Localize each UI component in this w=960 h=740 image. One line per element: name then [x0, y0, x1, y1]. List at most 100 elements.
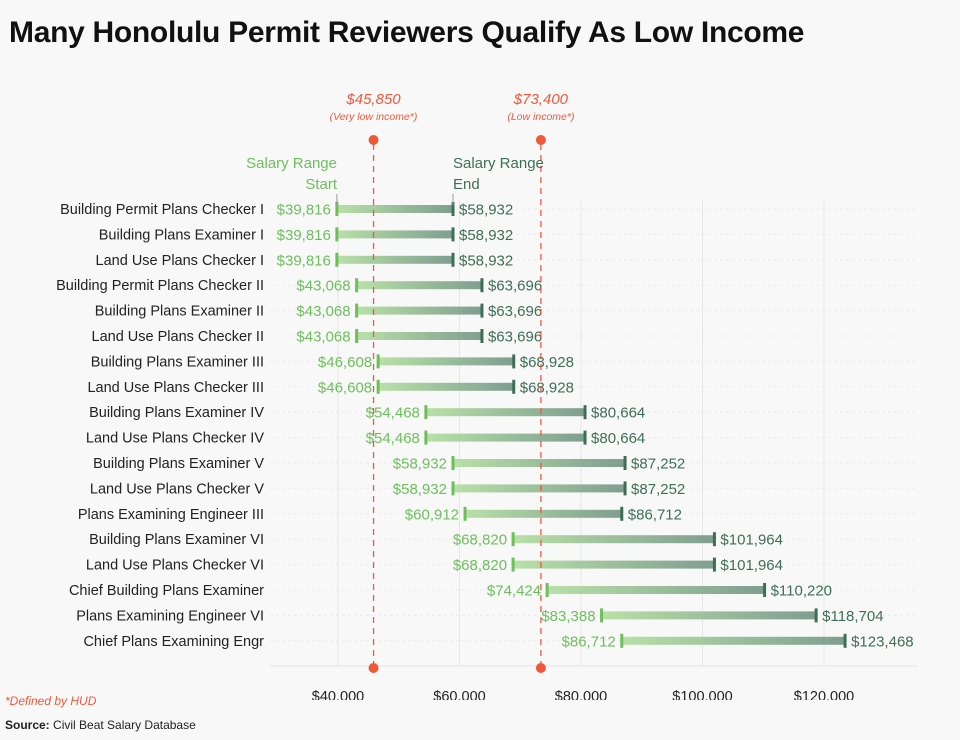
end-tick: [480, 329, 484, 343]
start-value: $39,816: [277, 227, 331, 244]
start-tick: [463, 506, 467, 521]
end-value: $58,932: [459, 252, 513, 269]
end-tick: [451, 252, 455, 267]
chart-row: Building Plans Examiner I $39,816 $58,932: [99, 227, 513, 244]
dumbbell-chart: Building Permit Plans Checker I $39,816 $5…: [56, 91, 918, 700]
end-value: $80,664: [591, 430, 645, 447]
row-label: Building Plans Examiner I: [99, 227, 264, 243]
chart-row: Building Permit Plans Checker II $43,068 $…: [56, 278, 542, 295]
end-value: $101,964: [720, 532, 783, 549]
threshold-value: $45,850: [345, 91, 401, 108]
end-tick: [623, 456, 627, 470]
end-tick: [623, 481, 627, 496]
end-value: $63,696: [488, 303, 542, 320]
end-tick: [512, 354, 516, 369]
start-tick: [511, 532, 515, 547]
start-value: $43,068: [296, 303, 350, 320]
end-tick: [763, 583, 767, 597]
start-tick: [355, 278, 359, 293]
end-value: $110,220: [771, 583, 832, 600]
range-bar: [356, 281, 482, 290]
chart-row: Plans Examining Engineer VI $83,388 $118,7…: [76, 608, 883, 625]
end-value: $68,928: [520, 354, 574, 371]
end-value: $123,468: [851, 633, 914, 650]
x-tick-label: $60,000: [433, 689, 485, 700]
chart-row: Land Use Plans Checker V $58,932 $87,252: [90, 481, 685, 498]
chart-row: Building Plans Examiner II $43,068 $63,696: [95, 303, 542, 320]
end-tick: [712, 532, 716, 547]
start-value: $43,068: [296, 278, 350, 295]
start-tick: [511, 557, 515, 572]
threshold-value: $73,400: [513, 91, 569, 108]
chart-row: Chief Building Plans Examiner $74,424 $110…: [69, 583, 832, 600]
row-label: Land Use Plans Checker II: [92, 329, 264, 345]
end-tick: [620, 506, 624, 521]
range-bar: [336, 230, 454, 239]
chart-row: Plans Examining Engineer III $60,912 $86,7…: [78, 506, 682, 523]
end-value: $80,664: [591, 405, 645, 422]
start-value: $60,912: [405, 506, 459, 523]
x-tick-label: $100,000: [672, 689, 732, 700]
threshold-marker-bottom: [535, 663, 546, 673]
start-value: $39,816: [277, 202, 331, 219]
range-bar: [425, 433, 586, 442]
range-bar: [378, 357, 514, 366]
start-tick: [424, 430, 428, 445]
threshold-sublabel: (Very low income*): [330, 111, 418, 123]
range-bar: [621, 636, 846, 645]
threshold-marker-top: [368, 135, 379, 145]
chart-row: Land Use Plans Checker IV $54,468 $80,664: [86, 430, 645, 447]
end-value: $87,252: [631, 481, 685, 498]
range-bar: [601, 611, 817, 620]
chart-row: Building Plans Examiner V $58,932 $87,252: [93, 456, 685, 473]
end-tick: [583, 405, 587, 420]
row-label: Building Plans Examiner III: [91, 354, 264, 370]
start-value: $83,388: [541, 608, 595, 625]
threshold-marker-bottom: [368, 663, 379, 673]
row-label: Building Plans Examiner V: [93, 456, 264, 472]
end-tick: [480, 303, 484, 318]
start-tick: [620, 633, 624, 648]
end-tick: [480, 278, 484, 293]
range-bar: [356, 306, 482, 315]
start-value: $68,820: [453, 532, 507, 549]
row-label: Building Permit Plans Checker II: [56, 278, 264, 294]
range-bar: [453, 459, 626, 467]
range-bar: [378, 382, 514, 391]
end-value: $58,932: [459, 227, 513, 244]
chart-row: Building Permit Plans Checker I $39,816 $5…: [60, 202, 513, 219]
threshold-sublabel: (Low income*): [507, 111, 574, 123]
chart-legend: Salary Range Start Salary Range End: [246, 155, 544, 205]
chart-row: Land Use Plans Checker III $46,608 $68,928: [87, 379, 573, 396]
start-value: $39,816: [277, 252, 331, 269]
start-value: $43,068: [296, 329, 350, 346]
end-tick: [512, 379, 516, 394]
end-tick: [451, 227, 455, 242]
end-tick: [843, 633, 847, 648]
chart-row: Chief Plans Examining Engr $86,712 $123,46…: [83, 633, 913, 650]
end-value: $118,704: [822, 608, 883, 625]
end-tick: [814, 608, 818, 623]
chart-row: Land Use Plans Checker VI $68,820 $101,964: [86, 557, 783, 574]
row-label: Chief Building Plans Examiner: [69, 583, 264, 599]
start-value: $46,608: [318, 379, 372, 396]
legend-end-line1: Salary Range: [453, 155, 544, 172]
range-bar: [513, 535, 715, 544]
row-label: Chief Plans Examining Engr: [83, 634, 264, 650]
end-value: $58,932: [459, 202, 513, 219]
start-tick: [376, 354, 380, 369]
end-value: $63,696: [488, 329, 542, 346]
start-tick: [335, 252, 339, 267]
start-value: $54,468: [366, 430, 420, 447]
row-label: Building Plans Examiner IV: [89, 405, 264, 421]
start-value: $54,468: [366, 405, 420, 422]
income-thresholds: $45,850 (Very low income*) $73,400 (Low inc…: [330, 91, 574, 673]
start-tick: [355, 329, 359, 343]
range-bar: [453, 484, 626, 493]
start-tick: [451, 481, 455, 496]
source-line: Source: Civil Beat Salary Database: [5, 718, 196, 732]
row-label: Plans Examining Engineer III: [78, 507, 264, 523]
range-bar: [336, 205, 454, 213]
chart-row: Building Plans Examiner III $46,608 $68,92…: [91, 354, 574, 371]
start-tick: [376, 379, 380, 394]
